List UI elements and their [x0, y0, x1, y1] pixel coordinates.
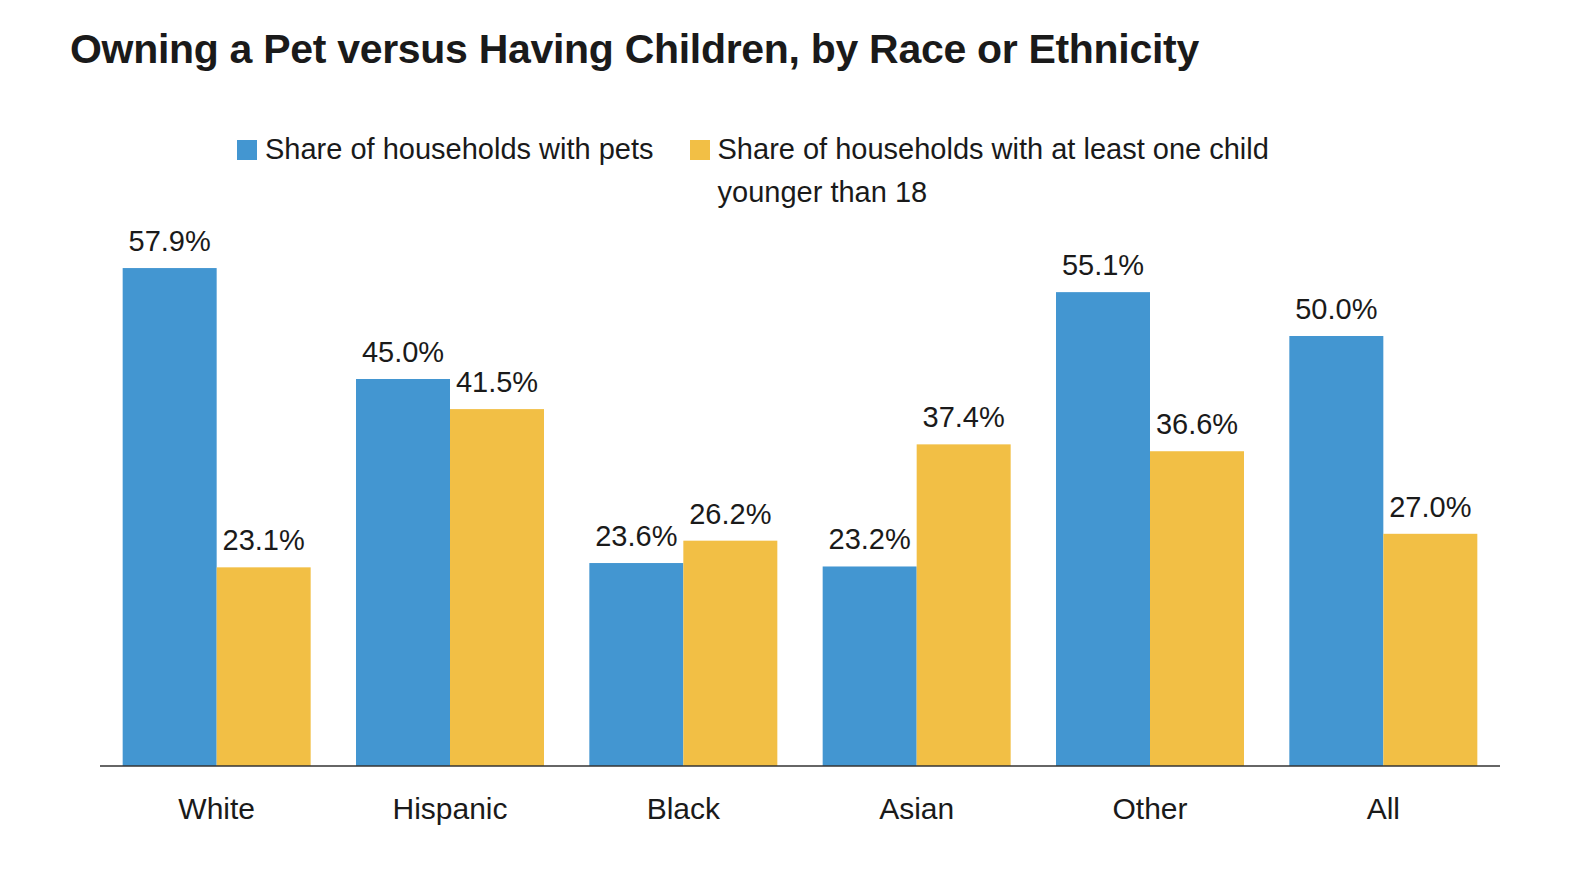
bar — [1056, 292, 1150, 766]
labels: 57.9% 45.0% 23.6% 23.2% 55.1% 50.0% 23.1% 41.5%… — [129, 225, 1472, 556]
legend-entry: Share of households with at least one ch… — [690, 128, 1358, 214]
data-label: 55.1% — [1062, 249, 1144, 281]
data-label: 23.1% — [223, 524, 305, 556]
data-label: 23.2% — [829, 523, 911, 555]
category-label: Hispanic — [392, 792, 507, 825]
bars — [123, 268, 1478, 766]
chart: 57.9% 45.0% 23.6% 23.2% 55.1% 50.0% 23.1% 41.5%… — [0, 0, 1584, 870]
data-label: 27.0% — [1389, 491, 1471, 523]
baseline — [100, 765, 1500, 767]
category-label: White — [178, 792, 255, 825]
bar — [356, 379, 450, 766]
bar — [683, 541, 777, 766]
data-label: 50.0% — [1295, 293, 1377, 325]
legend-swatch — [237, 140, 257, 160]
bar — [589, 563, 683, 766]
category-label: Black — [647, 792, 721, 825]
bar — [1383, 534, 1477, 766]
data-label: 37.4% — [923, 401, 1005, 433]
legend-label: Share of households with at least one ch… — [718, 128, 1358, 214]
bar — [917, 444, 1011, 766]
data-label: 57.9% — [129, 225, 211, 257]
category-label: Other — [1112, 792, 1187, 825]
legend: Share of households with pets Share of ho… — [237, 128, 1394, 214]
category-label: Asian — [879, 792, 954, 825]
data-label: 23.6% — [595, 520, 677, 552]
bar — [1289, 336, 1383, 766]
bar — [823, 566, 917, 766]
data-label: 41.5% — [456, 366, 538, 398]
data-label: 36.6% — [1156, 408, 1238, 440]
bar — [217, 567, 311, 766]
bar — [123, 268, 217, 766]
legend-label: Share of households with pets — [265, 128, 654, 171]
legend-entry: Share of households with pets — [237, 128, 654, 171]
category-label: All — [1367, 792, 1400, 825]
legend-swatch — [690, 140, 710, 160]
data-label: 26.2% — [689, 498, 771, 530]
data-label: 45.0% — [362, 336, 444, 368]
bar — [450, 409, 544, 766]
title: Owning a Pet versus Having Children, by … — [70, 26, 1199, 73]
bar — [1150, 451, 1244, 766]
